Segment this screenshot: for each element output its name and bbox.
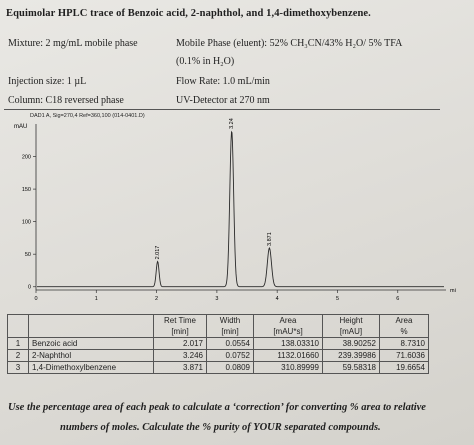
x-tick-label: 0 <box>34 296 37 302</box>
header-cell: % <box>379 326 429 338</box>
peak-label: 3.871 <box>267 232 273 246</box>
x-axis-label: mi <box>450 288 456 294</box>
table-row: 3 1,4-Dimethoxylbenzene 3.871 0.0809 310.899… <box>7 361 429 374</box>
header-cell-blank <box>7 314 29 326</box>
y-axis-label: mAU <box>14 124 27 130</box>
chart-marks: 2.017 3.246 3.871 <box>37 118 444 288</box>
peak-label: 3.246 <box>229 118 235 129</box>
header-cell-blank <box>28 314 154 326</box>
cell-pct: 8.7310 <box>379 337 429 350</box>
header-cell: [min] <box>206 326 254 338</box>
cell-area: 310.89999 <box>253 361 323 374</box>
y-tick-label: 50 <box>25 252 31 258</box>
hplc-chromatogram: mAU mi 0 50 100 150 200 0 1 2 3 4 5 6 2.017 3.246 3.871 <box>14 118 456 302</box>
cell-pct: 71.6036 <box>379 349 429 362</box>
cell-width: 0.0554 <box>206 337 254 350</box>
header-cell: [min] <box>153 326 207 338</box>
header-cell: Area <box>379 314 429 326</box>
page-title: Equimolar HPLC trace of Benzoic acid, 2-… <box>6 8 371 19</box>
cell-height: 59.58318 <box>322 361 380 374</box>
table-row: 2 2-Naphthol 3.246 0.0752 1132.01660 239.3998… <box>7 349 429 362</box>
cell-pct: 19.6654 <box>379 361 429 374</box>
cell-area: 138.03310 <box>253 337 323 350</box>
table-header-row: Ret Time Width Area Height Area <box>7 314 429 326</box>
header-divider <box>4 109 440 110</box>
x-tick-label: 5 <box>336 296 339 302</box>
header-cell-blank <box>28 326 154 338</box>
header-cell-blank <box>7 326 29 338</box>
header-cell: Width <box>206 314 254 326</box>
signal-description: DAD1 A, Sig=270,4 Ref=360,100 (014-0401.… <box>30 113 145 119</box>
y-tick-label: 0 <box>28 285 31 291</box>
y-tick-label: 200 <box>22 155 31 161</box>
x-tick-label: 3 <box>215 296 218 302</box>
instructions-line-1: Use the percentage area of each peak to … <box>8 402 426 413</box>
column-label: Column: C18 reversed phase <box>8 95 124 106</box>
y-tick-label: 150 <box>22 187 31 193</box>
y-tick-label: 100 <box>22 220 31 226</box>
header-cell: Height <box>322 314 380 326</box>
header-cell: Ret Time <box>153 314 207 326</box>
detector-label: UV-Detector at 270 nm <box>176 95 270 106</box>
header-cell: [mAU] <box>322 326 380 338</box>
cell-ret: 3.246 <box>153 349 207 362</box>
chart-axes: mAU mi 0 50 100 150 200 0 1 2 3 4 5 6 <box>14 124 456 302</box>
compound-name: 1,4-Dimethoxylbenzene <box>28 361 154 374</box>
injection-size-label: Injection size: 1 µL <box>8 76 87 87</box>
mixture-label: Mixture: 2 mg/mL mobile phase <box>8 38 138 49</box>
mobile-phase-label: Mobile Phase (eluent): 52% CH₃CN/43% H₂O… <box>176 38 403 49</box>
header-cell: [mAU*s] <box>253 326 323 338</box>
table-header-row: [min] [min] [mAU*s] [mAU]% <box>7 326 429 338</box>
flow-rate-label: Flow Rate: 1.0 mL/min <box>176 76 270 87</box>
cell-width: 0.0809 <box>206 361 254 374</box>
instructions: Use the percentage area of each peak to … <box>8 398 470 438</box>
cell-height: 38.90252 <box>322 337 380 350</box>
row-number: 3 <box>7 361 29 374</box>
x-tick-label: 4 <box>276 296 279 302</box>
row-number: 2 <box>7 349 29 362</box>
header-cell: Area <box>253 314 323 326</box>
cell-ret: 2.017 <box>153 337 207 350</box>
row-number: 1 <box>7 337 29 350</box>
x-tick-label: 2 <box>155 296 158 302</box>
cell-height: 239.39986 <box>322 349 380 362</box>
chromatogram-trace <box>37 130 444 288</box>
table-row: 1 Benzoic acid 2.017 0.0554 138.03310 38.9025… <box>7 337 429 350</box>
peak-table: Ret Time Width Area Height Area [min] [min] [mA… <box>7 314 429 374</box>
x-tick-label: 1 <box>95 296 98 302</box>
peak-label: 2.017 <box>155 246 161 260</box>
mobile-phase-note: (0.1% in H₂O) <box>176 56 235 67</box>
compound-name: 2-Naphthol <box>28 349 154 362</box>
cell-area: 1132.01660 <box>253 349 323 362</box>
instructions-line-2: numbers of moles. Calculate the % purity… <box>60 422 381 433</box>
cell-ret: 3.871 <box>153 361 207 374</box>
compound-name: Benzoic acid <box>28 337 154 350</box>
cell-width: 0.0752 <box>206 349 254 362</box>
x-tick-label: 6 <box>396 296 399 302</box>
